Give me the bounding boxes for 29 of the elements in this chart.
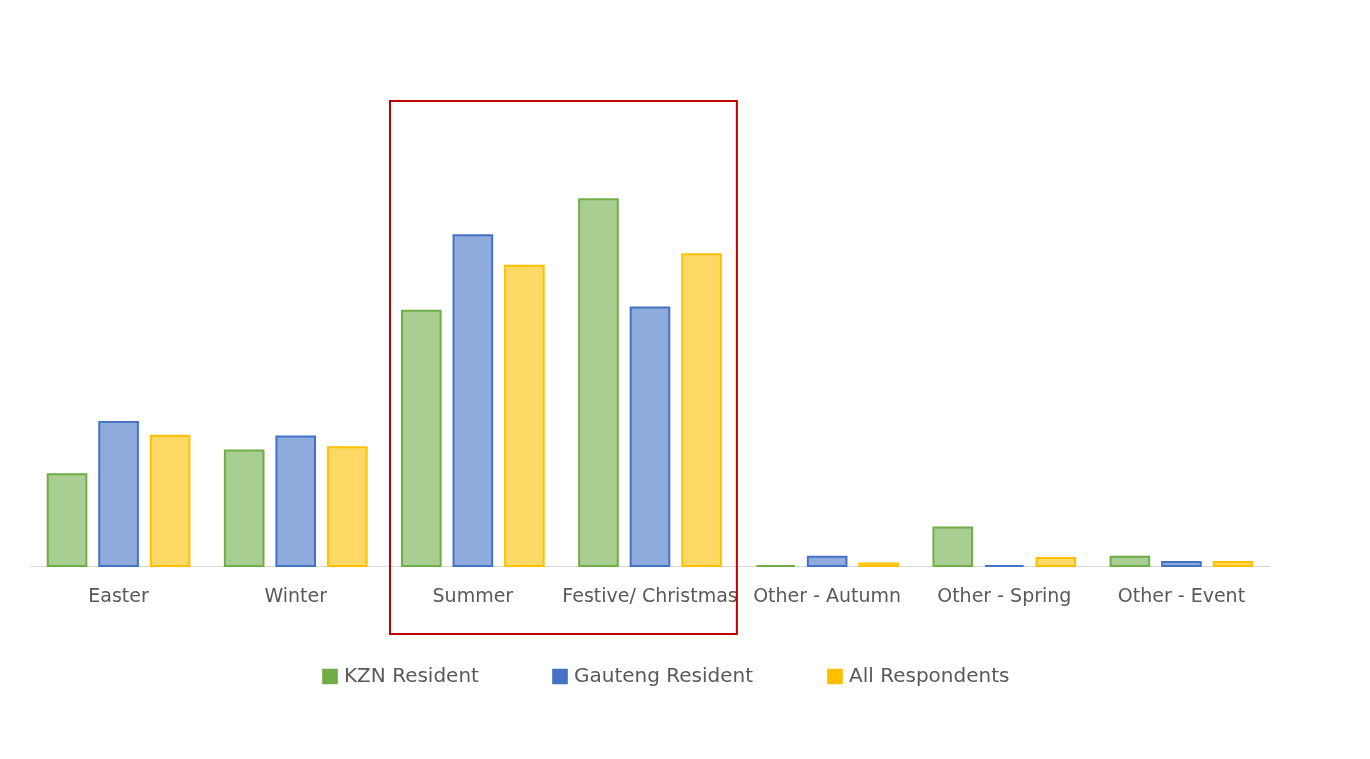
bar (1161, 560, 1202, 567)
legend-label: Gauteng Resident (574, 663, 754, 688)
bar (401, 309, 442, 567)
bar (326, 446, 368, 567)
bar (275, 435, 317, 567)
x-tick-label: Summer (432, 583, 514, 606)
legend-label: All Respondents (849, 663, 1010, 688)
bar (223, 449, 265, 567)
x-tick-label: Easter (88, 583, 150, 606)
bar (1212, 560, 1254, 567)
x-tick-label: Other - Event (1117, 583, 1246, 606)
bar (98, 420, 139, 567)
x-tick-label: Festive/ Christmas (562, 583, 738, 606)
bar (46, 473, 88, 567)
bar (806, 555, 848, 567)
bar (578, 198, 619, 567)
legend-label: KZN Resident (344, 663, 480, 688)
x-tick-label: Other - Spring (937, 583, 1072, 606)
bar (629, 306, 671, 567)
bar (452, 234, 494, 567)
bar (1109, 555, 1151, 567)
bar (932, 526, 974, 567)
x-tick-label: Other - Autumn (753, 583, 902, 606)
x-tick-label: Winter (264, 583, 328, 606)
bar (681, 253, 722, 567)
bar (149, 434, 191, 567)
bar (858, 562, 899, 567)
bar (1035, 556, 1077, 567)
bar (504, 264, 545, 567)
